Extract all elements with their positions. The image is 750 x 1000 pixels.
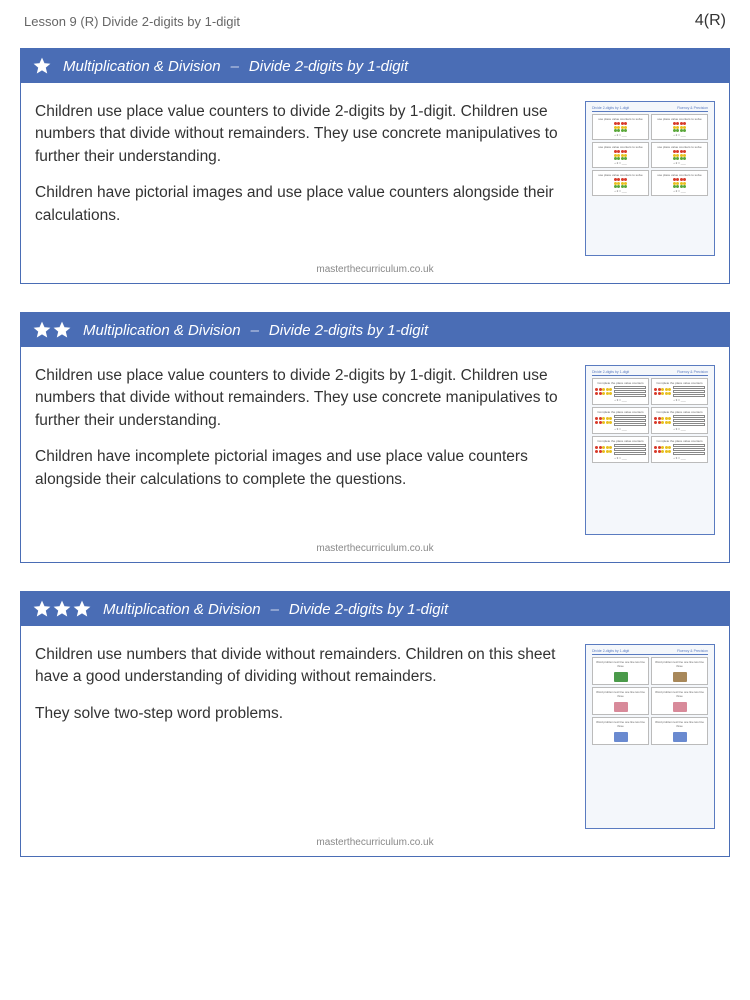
card-footer: masterthecurriculum.co.uk [21, 539, 729, 562]
worksheet-cell: Complete the place value counters÷ 3 = _… [592, 436, 649, 463]
dash-separator: – [271, 601, 279, 618]
worksheet-thumbnail: Divide 2-digits by 1-digitFluency & Prec… [585, 644, 715, 829]
card-header: Multiplication & Division–Divide 2-digit… [21, 49, 729, 83]
card-para-2: Children have incomplete pictorial image… [35, 446, 573, 491]
card-para-2: They solve two-step word problems. [35, 703, 573, 725]
worksheet-cell: Complete the place value counters÷ 3 = _… [651, 407, 708, 434]
topic-label: Multiplication & Division [83, 322, 241, 339]
card-header: Multiplication & Division–Divide 2-digit… [21, 592, 729, 626]
worksheet-cell: Complete the place value counters÷ 3 = _… [651, 436, 708, 463]
thumb-grid: use place value counters to solve÷ 2 = _… [592, 114, 708, 196]
worksheet-thumbnail: Divide 2-digits by 1-digitFluency & Prec… [585, 365, 715, 535]
worksheet-cell: Word problem text line one line two line… [592, 687, 649, 715]
card-description: Children use numbers that divide without… [35, 644, 573, 829]
worksheet-cell: use place value counters to solve÷ 2 = _… [651, 114, 708, 140]
worksheet-thumbnail: Divide 2-digits by 1-digitFluency & Prec… [585, 101, 715, 256]
worksheet-cell: use place value counters to solve÷ 2 = _… [651, 142, 708, 168]
card-description: Children use place value counters to div… [35, 365, 573, 535]
lesson-title: Lesson 9 (R) Divide 2-digits by 1-digit [24, 14, 240, 29]
card-footer: masterthecurriculum.co.uk [21, 260, 729, 283]
worksheet-cell: Complete the place value counters÷ 3 = _… [592, 378, 649, 405]
dash-separator: – [231, 58, 239, 75]
card-para-2: Children have pictorial images and use p… [35, 182, 573, 227]
card-body: Children use place value counters to div… [21, 83, 729, 260]
worksheet-cell: use place value counters to solve÷ 2 = _… [651, 170, 708, 196]
worksheet-cell: Word problem text line one line two line… [592, 657, 649, 685]
thumb-header: Divide 2-digits by 1-digitFluency & Prec… [592, 370, 708, 376]
difficulty-stars [33, 600, 91, 618]
card-description: Children use place value counters to div… [35, 101, 573, 256]
thumb-header: Divide 2-digits by 1-digitFluency & Prec… [592, 649, 708, 655]
card-body: Children use numbers that divide without… [21, 626, 729, 833]
worksheet-cell: Complete the place value counters÷ 3 = _… [651, 378, 708, 405]
card-header: Multiplication & Division–Divide 2-digit… [21, 313, 729, 347]
worksheet-card-3: Multiplication & Division–Divide 2-digit… [20, 591, 730, 857]
topic-label: Multiplication & Division [63, 58, 221, 75]
worksheet-cell: Word problem text line one line two line… [651, 657, 708, 685]
thumb-header: Divide 2-digits by 1-digitFluency & Prec… [592, 106, 708, 112]
subtitle-label: Divide 2-digits by 1-digit [289, 601, 448, 618]
difficulty-stars [33, 321, 71, 339]
worksheet-card-2: Multiplication & Division–Divide 2-digit… [20, 312, 730, 563]
thumb-grid: Word problem text line one line two line… [592, 657, 708, 745]
card-body: Children use place value counters to div… [21, 347, 729, 539]
card-para-1: Children use place value counters to div… [35, 101, 573, 168]
card-footer: masterthecurriculum.co.uk [21, 833, 729, 856]
worksheet-cell: use place value counters to solve÷ 2 = _… [592, 170, 649, 196]
worksheet-cell: use place value counters to solve÷ 2 = _… [592, 142, 649, 168]
topic-label: Multiplication & Division [103, 601, 261, 618]
worksheet-cell: Word problem text line one line two line… [651, 687, 708, 715]
card-para-1: Children use place value counters to div… [35, 365, 573, 432]
subtitle-label: Divide 2-digits by 1-digit [249, 58, 408, 75]
difficulty-stars [33, 57, 51, 75]
worksheet-cell: Word problem text line one line two line… [651, 717, 708, 745]
worksheet-cell: Word problem text line one line two line… [592, 717, 649, 745]
worksheet-cell: Complete the place value counters÷ 3 = _… [592, 407, 649, 434]
card-para-1: Children use numbers that divide without… [35, 644, 573, 689]
thumb-grid: Complete the place value counters÷ 3 = _… [592, 378, 708, 463]
worksheet-card-1: Multiplication & Division–Divide 2-digit… [20, 48, 730, 284]
page-header: Lesson 9 (R) Divide 2-digits by 1-digit … [20, 12, 730, 30]
dash-separator: – [251, 322, 259, 339]
subtitle-label: Divide 2-digits by 1-digit [269, 322, 428, 339]
worksheet-cell: use place value counters to solve÷ 2 = _… [592, 114, 649, 140]
page-number: 4(R) [695, 12, 726, 30]
